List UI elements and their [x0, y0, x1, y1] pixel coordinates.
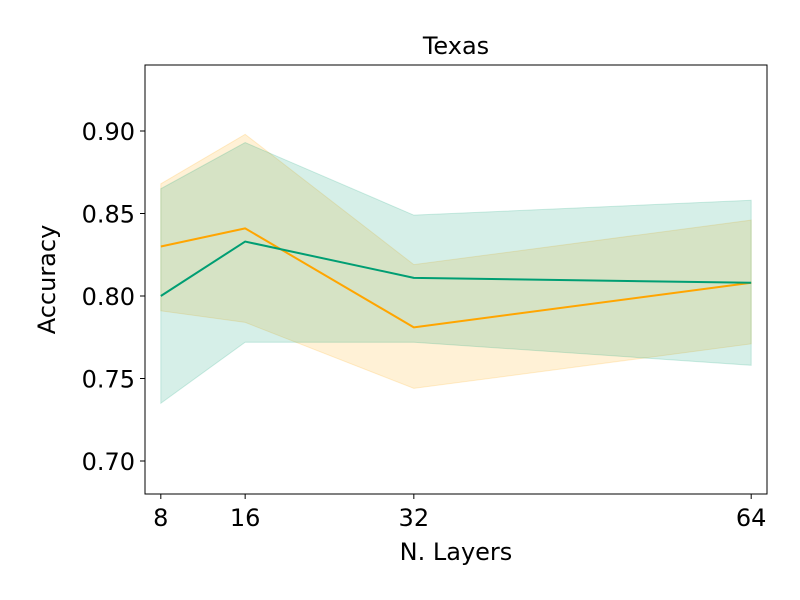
- x-tick-label: 32: [399, 504, 430, 532]
- x-tick-label: 64: [736, 504, 767, 532]
- x-axis-ticks: 8 16 32 64: [153, 494, 766, 532]
- x-tick-label: 8: [153, 504, 168, 532]
- series-1-band: [160, 133, 752, 389]
- y-tick-label: 0.75: [82, 366, 135, 394]
- y-axis-title: Accuracy: [33, 225, 61, 335]
- series-2-band: [160, 141, 752, 405]
- series-1-line: [160, 227, 752, 329]
- y-tick-label: 0.80: [82, 283, 135, 311]
- chart-title: Texas: [422, 32, 489, 60]
- y-tick-label: 0.90: [82, 118, 135, 146]
- series-lines: [160, 227, 752, 329]
- y-axis-ticks: 0.70 0.75 0.80 0.85 0.90: [82, 118, 145, 476]
- series-2-line: [160, 240, 752, 297]
- plot-frame: [144, 64, 768, 495]
- y-tick-label: 0.70: [82, 448, 135, 476]
- confidence-bands: [160, 133, 752, 405]
- y-tick-label: 0.85: [82, 201, 135, 229]
- x-tick-label: 16: [230, 504, 261, 532]
- x-axis-title: N. Layers: [400, 538, 513, 566]
